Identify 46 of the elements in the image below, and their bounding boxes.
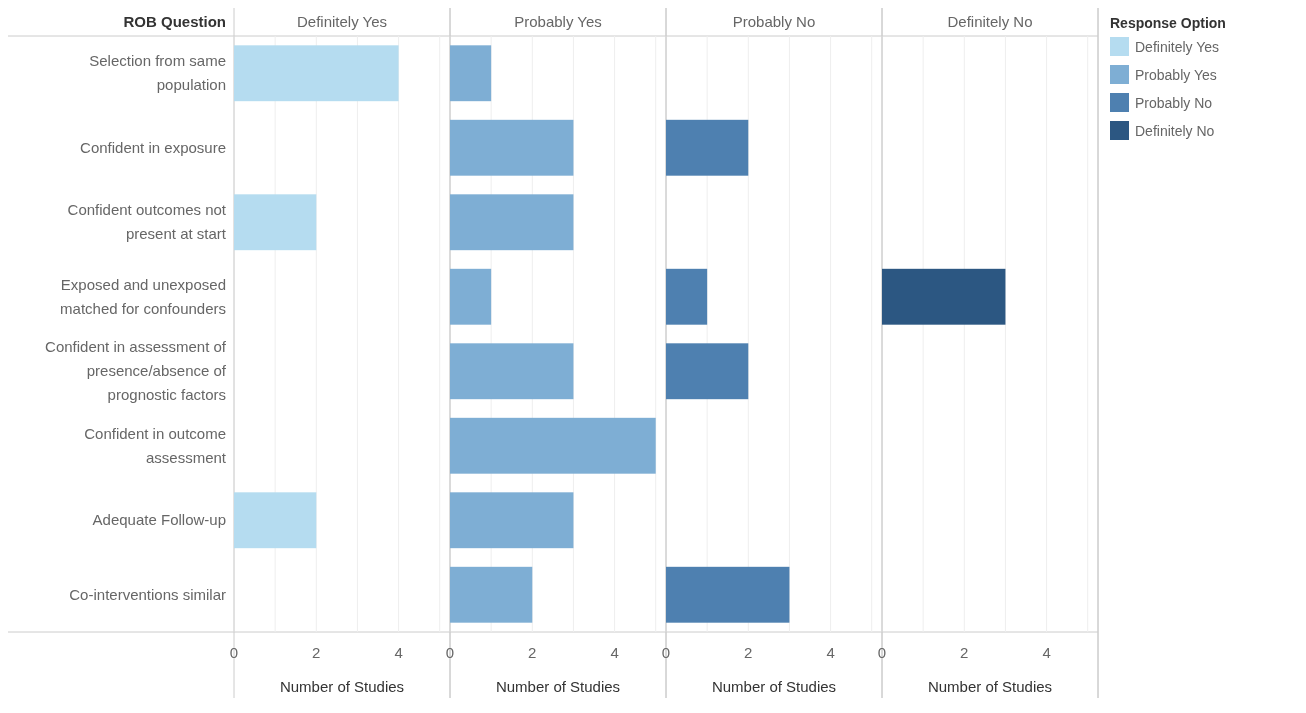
bar [666,566,790,623]
y-tick-label: Confident outcomes not present at start [67,201,227,243]
x-tick-label: 2 [960,644,969,661]
bar [450,492,574,549]
legend-label: Probably No [1135,95,1213,111]
x-tick-label: 2 [312,644,321,661]
x-axis-title: Number of Studies [927,678,1053,695]
x-axis-title: Number of Studies [711,678,837,695]
bar [450,45,492,102]
y-tick-label: Adequate Follow-up [92,511,226,529]
chart-title: Probably Yes [514,13,602,30]
y-tick-label: Confident in assessment of presence/absence of prognostic factors [45,338,227,404]
x-tick-label: 0 [661,644,671,661]
bar [450,417,656,474]
chart-title: Definitely Yes [296,13,388,30]
bar [666,268,708,325]
y-axis-title: ROB Question [123,13,226,30]
bar [450,566,533,623]
y-tick-label: Co-interventions similar [69,585,226,603]
legend-title: Response Option [1110,15,1226,31]
x-tick-label: 2 [744,644,753,661]
bar [666,343,749,400]
x-tick-label: 4 [394,644,403,661]
y-tick-label: Selection from same population [89,52,226,94]
legend-label: Definitely No [1135,123,1215,139]
chart-title: Definitely No [947,13,1033,30]
legend-label: Probably Yes [1135,67,1217,83]
x-tick-label: 2 [528,644,537,661]
y-tick-label: Exposed and unexposed matched for confounders [60,275,226,317]
chart-title: Probably No [732,13,816,30]
bar [666,119,749,176]
x-tick-label: 0 [229,644,239,661]
legend-label: Definitely Yes [1135,39,1220,55]
bar [450,343,574,400]
x-tick-label: 0 [445,644,455,661]
bar [450,119,574,176]
x-axis-title: Number of Studies [279,678,405,695]
y-tick-label: Confident in exposure [80,138,226,156]
x-tick-label: 4 [1042,644,1051,661]
x-tick-label: 4 [610,644,619,661]
x-axis-title: Number of Studies [495,678,621,695]
bar [450,268,492,325]
x-tick-label: 0 [877,644,887,661]
y-tick-label: Confident in outcome assessment [84,424,227,466]
x-tick-label: 4 [826,644,835,661]
bar [450,194,574,251]
